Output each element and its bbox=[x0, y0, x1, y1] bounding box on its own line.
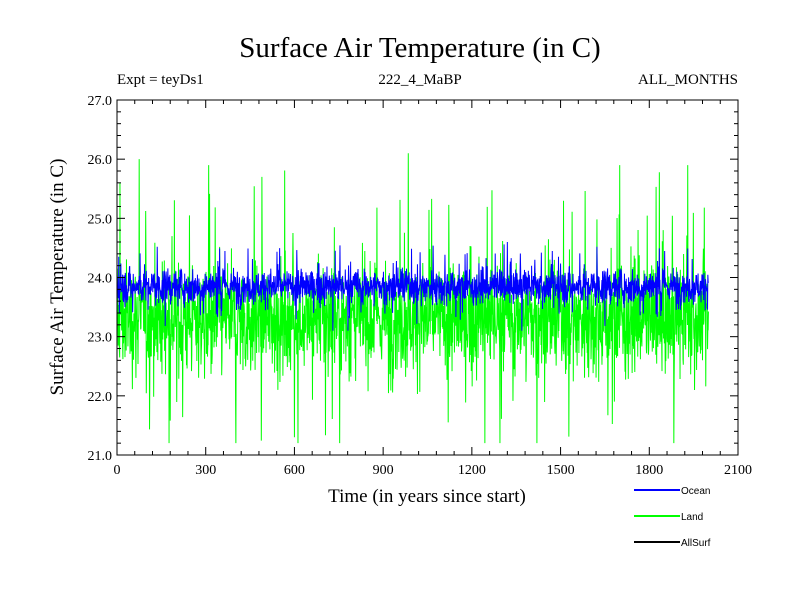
y-tick-label: 26.0 bbox=[88, 153, 113, 168]
x-tick-label: 1800 bbox=[635, 463, 663, 478]
y-tick-label: 21.0 bbox=[88, 449, 113, 464]
y-tick-label: 27.0 bbox=[88, 94, 113, 109]
y-tick-label: 25.0 bbox=[88, 212, 113, 227]
x-axis-label: Time (in years since start) bbox=[328, 486, 526, 507]
legend-label-allsurf: AllSurf bbox=[681, 538, 711, 549]
experiment-label: Expt = teyDs1 bbox=[117, 72, 204, 88]
y-tick-label: 24.0 bbox=[88, 272, 113, 287]
x-tick-label: 0 bbox=[114, 463, 121, 478]
chart-title: Surface Air Temperature (in C) bbox=[239, 32, 600, 64]
x-tick-label: 300 bbox=[195, 463, 216, 478]
x-tick-label: 600 bbox=[284, 463, 305, 478]
months-label: ALL_MONTHS bbox=[638, 72, 738, 88]
y-axis-label: Surface Air Temperature (in C) bbox=[47, 159, 68, 396]
period-label: 222_4_MaBP bbox=[378, 72, 461, 88]
y-tick-label: 22.0 bbox=[88, 390, 113, 405]
series-ocean-line bbox=[116, 241, 709, 331]
x-tick-label: 1500 bbox=[547, 463, 575, 478]
legend-label-ocean: Ocean bbox=[681, 486, 710, 497]
y-tick-label: 23.0 bbox=[88, 331, 113, 346]
series-layer bbox=[116, 153, 709, 444]
legend: Ocean Land AllSurf bbox=[634, 486, 711, 549]
x-tick-label: 1200 bbox=[458, 463, 486, 478]
x-tick-label: 2100 bbox=[724, 463, 752, 478]
legend-label-land: Land bbox=[681, 512, 703, 523]
series-land-line bbox=[116, 153, 709, 444]
x-tick-label: 900 bbox=[373, 463, 394, 478]
ticks-layer: 0 300 600 900 1200 1500 1800 2100 21.0 22.0 23.0 24… bbox=[88, 94, 753, 478]
